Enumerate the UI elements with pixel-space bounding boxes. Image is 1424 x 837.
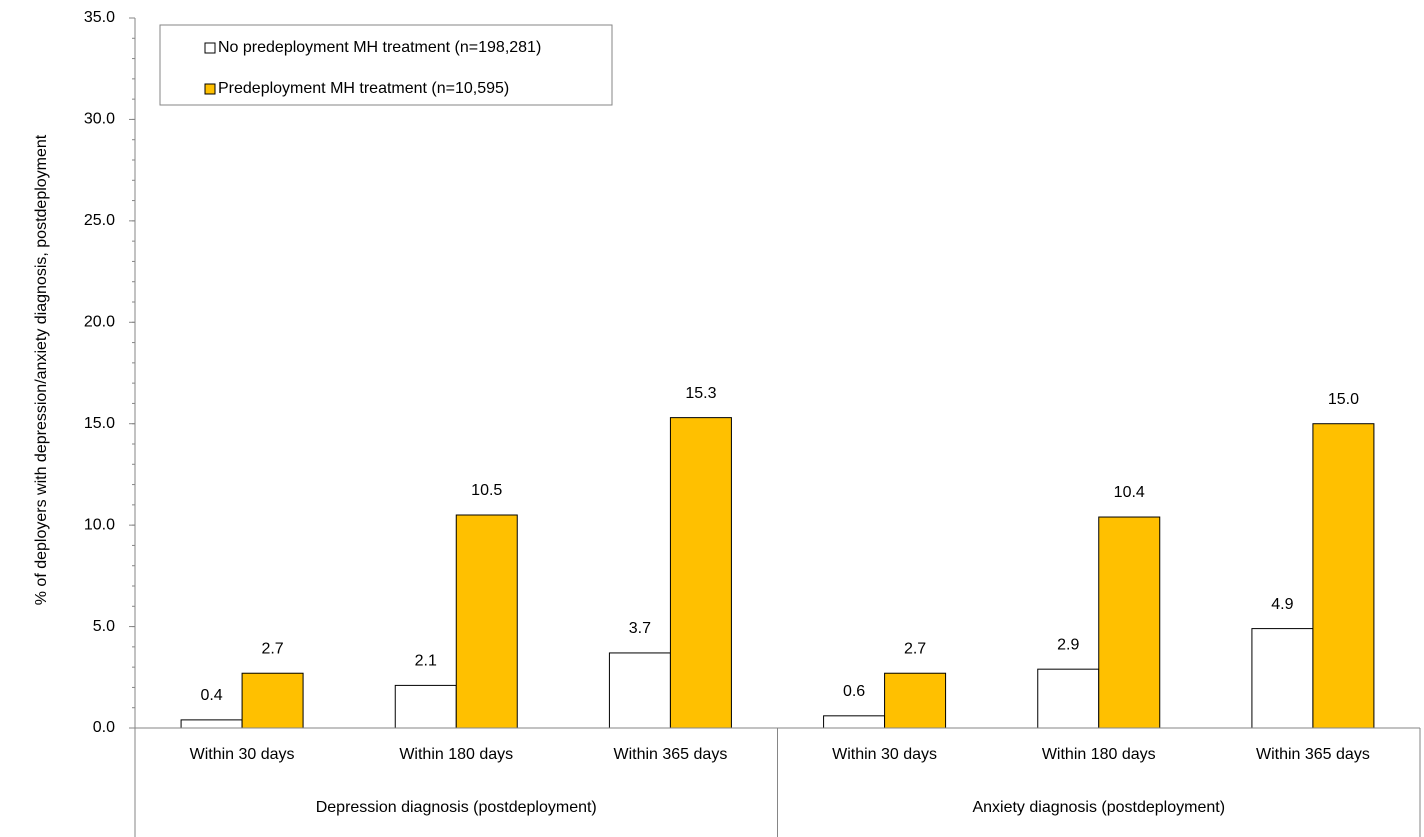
bar (608, 652, 671, 729)
y-tick-label: 25.0 (84, 212, 115, 229)
bar (1312, 423, 1375, 729)
value-label: 2.1 (415, 653, 437, 670)
bar (669, 417, 732, 729)
bar (180, 719, 243, 729)
y-tick-label: 30.0 (84, 111, 115, 128)
value-label: 15.0 (1328, 391, 1359, 408)
bar (1098, 516, 1161, 729)
value-label: 3.7 (629, 620, 651, 637)
bar (241, 672, 304, 729)
legend-label: Predeployment MH treatment (n=10,595) (218, 80, 509, 97)
y-tick-label: 0.0 (93, 719, 115, 736)
legend-box (159, 24, 613, 106)
value-label: 0.6 (843, 683, 865, 700)
bar (823, 715, 886, 729)
x-tick-label: Within 365 days (613, 746, 727, 763)
legend-marker (204, 42, 216, 54)
x-tick-label: Within 180 days (399, 746, 513, 763)
bar (884, 672, 947, 729)
y-tick-label: 10.0 (84, 516, 115, 533)
x-tick-label: Within 30 days (832, 746, 937, 763)
y-axis-label: % of deployers with depression/anxiety d… (33, 134, 50, 605)
bar (1037, 668, 1100, 729)
value-label: 4.9 (1271, 596, 1293, 613)
value-label: 2.9 (1057, 636, 1079, 653)
bar (1251, 628, 1314, 729)
legend-label: No predeployment MH treatment (n=198,281… (218, 39, 541, 56)
bar (455, 514, 518, 729)
value-label: 10.5 (471, 482, 502, 499)
value-label: 2.7 (261, 640, 283, 657)
y-tick-label: 5.0 (93, 618, 115, 635)
y-tick-label: 20.0 (84, 314, 115, 331)
value-label: 0.4 (200, 687, 222, 704)
legend-marker (204, 83, 216, 95)
group-label: Depression diagnosis (postdeployment) (316, 799, 597, 816)
x-tick-label: Within 30 days (190, 746, 295, 763)
group-label: Anxiety diagnosis (postdeployment) (972, 799, 1225, 816)
value-label: 15.3 (685, 385, 716, 402)
y-tick-label: 15.0 (84, 415, 115, 432)
value-label: 2.7 (904, 640, 926, 657)
bar (394, 684, 457, 729)
x-tick-label: Within 365 days (1256, 746, 1370, 763)
value-label: 10.4 (1114, 484, 1145, 501)
x-tick-label: Within 180 days (1042, 746, 1156, 763)
y-tick-label: 35.0 (84, 9, 115, 26)
